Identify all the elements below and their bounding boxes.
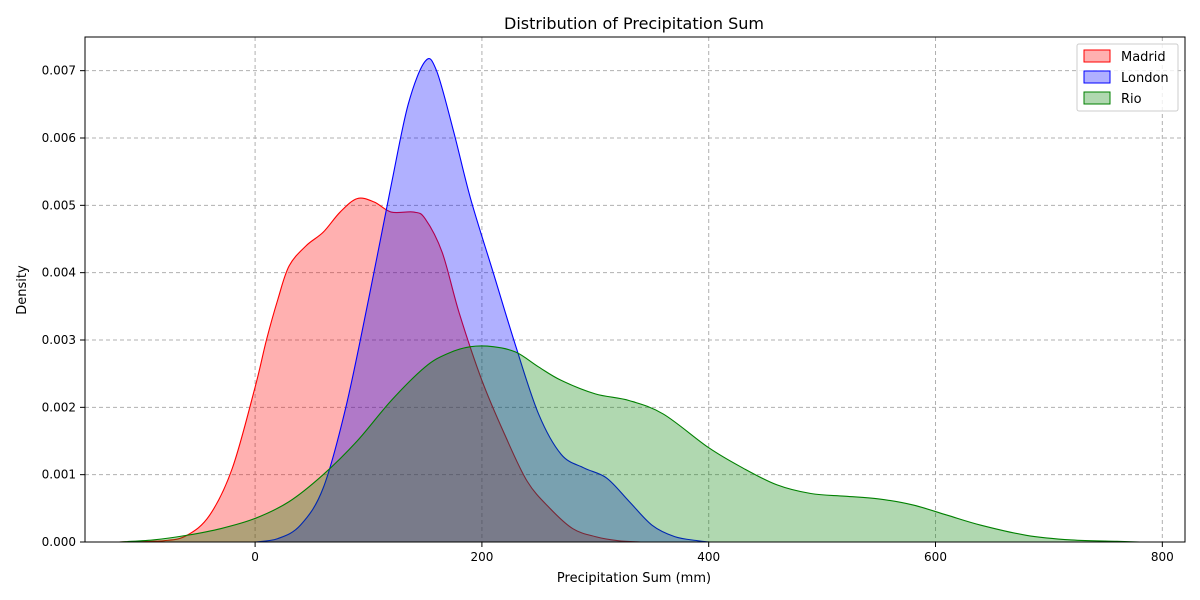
y-tick-label: 0.006 [42,131,76,145]
y-axis-ticks: 0.000 0.001 0.002 0.003 0.004 0.005 0.006 0.007 [42,64,85,549]
madrid-density-line [119,197,641,543]
x-tick-label: 600 [924,550,947,564]
madrid-legend-label: Madrid [1121,50,1166,65]
madrid-density-area [119,198,641,542]
legend: Madrid London Rio [1076,43,1179,112]
y-tick-label: 0.001 [42,468,76,482]
london-legend-label: London [1121,71,1169,86]
rio-legend-swatch [1083,91,1111,105]
y-tick-label: 0.005 [42,198,76,212]
rio-density-line [118,345,1140,543]
chart-title: Distribution of Precipitation Sum [504,14,764,33]
london-density-line [255,58,709,543]
rio-legend-label: Rio [1121,92,1142,107]
x-tick-label: 400 [697,550,720,564]
x-tick-label: 800 [1151,550,1174,564]
london-density-area [255,58,709,542]
y-tick-label: 0.007 [42,64,76,78]
x-axis-label: Precipitation Sum (mm) [557,571,711,586]
y-tick-label: 0.003 [42,333,76,347]
y-tick-label: 0.000 [42,535,76,549]
plot-frame [84,36,1186,543]
density-areas [118,58,1140,543]
y-tick-label: 0.002 [42,400,76,414]
legend-box [1076,43,1179,112]
y-axis-label: Density [15,265,30,315]
madrid-legend-swatch [1083,49,1111,63]
x-tick-label: 200 [470,550,493,564]
london-legend-swatch [1083,70,1111,84]
x-axis-ticks: 0 200 400 600 800 [251,542,1174,564]
x-tick-label: 0 [251,550,259,564]
rio-density-area [119,345,1140,542]
y-tick-label: 0.004 [42,266,76,280]
